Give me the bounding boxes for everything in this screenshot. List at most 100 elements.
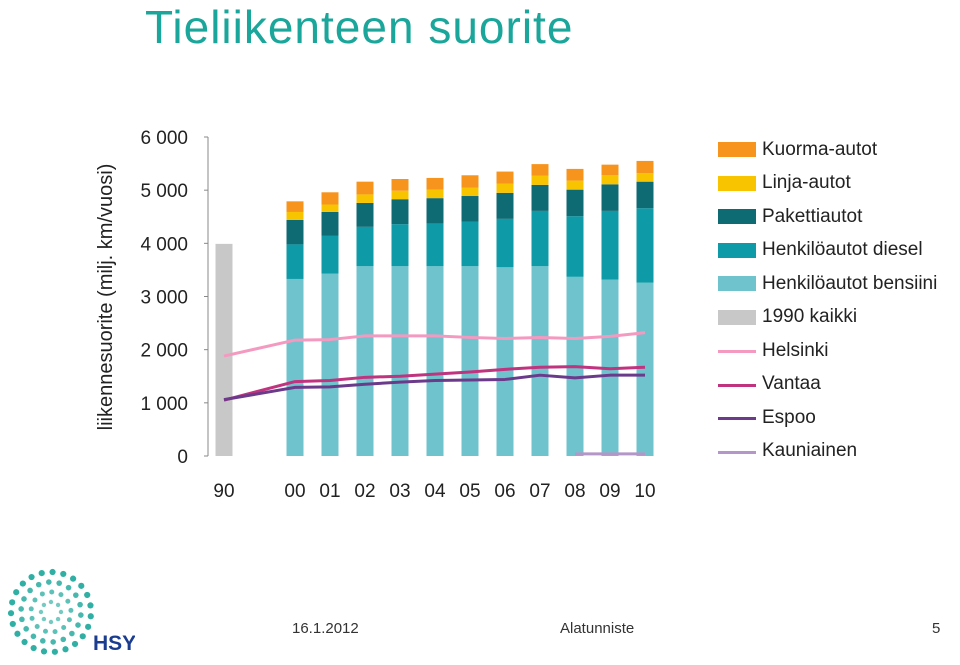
bar-segment: [286, 201, 304, 212]
x-tick-label: 04: [424, 481, 446, 502]
bar-segment: [636, 208, 654, 283]
bar-segment: [321, 235, 339, 274]
legend-label: Espoo: [762, 406, 816, 428]
bar-segment: [356, 202, 374, 227]
bar-segment: [356, 226, 374, 267]
bar-segment: [566, 189, 584, 217]
bar-segment: [321, 211, 339, 236]
legend-swatch: [718, 209, 756, 225]
x-tick-label: 05: [459, 481, 480, 502]
bar-segment: [566, 168, 584, 181]
legend-label: Pakettiautot: [762, 205, 863, 227]
bar-segment: [426, 177, 444, 190]
y-tick-label: 3 000: [140, 288, 188, 309]
bar-segment: [636, 282, 654, 456]
legend-label: Henkilöautot diesel: [762, 239, 923, 261]
legend-swatch: [718, 383, 756, 387]
series-line: [223, 331, 646, 358]
x-tick-label: 01: [319, 481, 340, 502]
legend-item: Pakettiautot: [718, 200, 937, 234]
legend-swatch: [718, 175, 756, 191]
x-tick-label: 07: [529, 481, 550, 502]
bar-segment: [461, 221, 479, 267]
bar-segment: [286, 219, 304, 245]
bar-segment: [426, 189, 444, 199]
bar-segment: [356, 194, 374, 203]
legend-item: Kauniainen: [718, 435, 937, 469]
legend-item: Henkilöautot diesel: [718, 234, 937, 268]
x-tick-label: 06: [494, 481, 515, 502]
bar-segment: [531, 210, 549, 267]
bar-segment: [601, 175, 619, 185]
y-tick-label: 1 000: [140, 394, 188, 415]
x-tick-label: 08: [564, 481, 585, 502]
bar-segment: [391, 199, 409, 225]
bar-segment: [391, 179, 409, 191]
series-line: [223, 365, 646, 402]
legend-item: Helsinki: [718, 334, 937, 368]
bar-segment: [531, 164, 549, 176]
bar-segment: [496, 183, 514, 193]
bar-segment: [496, 267, 514, 456]
legend-swatch: [718, 417, 756, 421]
legend-swatch: [718, 309, 756, 325]
legend-item: Henkilöautot bensiini: [718, 267, 937, 301]
bar-segment: [601, 210, 619, 280]
legend-label: Henkilöautot bensiini: [762, 272, 938, 294]
y-axis-label: liikennesuorite (milj. km/vuosi): [95, 164, 117, 431]
legend-label: Helsinki: [762, 339, 829, 361]
bar-segment: [321, 192, 339, 205]
legend-item: 1990 kaikki: [718, 301, 937, 335]
chart-legend: Kuorma-autot Linja-autot Pakettiautot Henki…: [718, 133, 937, 468]
bar-segment: [391, 224, 409, 267]
bar-segment: [461, 175, 479, 188]
bar-segment: [426, 223, 444, 267]
footer-center: Alatunniste: [560, 620, 635, 637]
bar-segment: [531, 266, 549, 456]
bar-segment: [531, 175, 549, 185]
y-tick-label: 0: [177, 447, 188, 468]
bar-segment: [286, 244, 304, 279]
bar-segment: [566, 216, 584, 277]
bar-segment: [215, 243, 233, 456]
y-tick-label: 4 000: [140, 234, 188, 255]
legend-label: Kauniainen: [762, 440, 858, 462]
legend-swatch: [718, 450, 756, 454]
footer-page-number: 5: [932, 620, 941, 637]
legend-item: Kuorma-autot: [718, 133, 937, 167]
bar-segment: [566, 180, 584, 190]
bar-segment: [391, 266, 409, 456]
bar-segment: [461, 196, 479, 222]
bar-segment: [496, 218, 514, 268]
y-tick-label: 6 000: [140, 128, 188, 149]
bar-segment: [426, 266, 444, 456]
x-tick-label: 10: [634, 481, 655, 502]
bar-segment: [496, 192, 514, 219]
bar-segment: [286, 211, 304, 220]
bar-segment: [636, 160, 654, 174]
bar-segment: [356, 181, 374, 195]
hsy-logo: HSY: [5, 568, 136, 665]
bar-segment: [356, 266, 374, 456]
x-tick-label: 00: [284, 481, 305, 502]
bar-segment: [391, 190, 409, 200]
bar-segment: [496, 171, 514, 184]
bar-segment: [636, 173, 654, 182]
legend-swatch: [718, 350, 756, 354]
bar-segment: [461, 187, 479, 197]
y-tick-label: 5 000: [140, 181, 188, 202]
x-tick-label: 03: [389, 481, 410, 502]
legend-swatch: [718, 242, 756, 258]
legend-item: Linja-autot: [718, 167, 937, 201]
svg-text:HSY: HSY: [93, 632, 135, 655]
x-tick-label: 02: [354, 481, 375, 502]
legend-item: Vantaa: [718, 368, 937, 402]
slide-title: Tieliikenteen suorite: [145, 1, 574, 53]
legend-swatch: [718, 142, 756, 158]
legend-item: Espoo: [718, 401, 937, 435]
legend-label: Vantaa: [762, 373, 821, 395]
y-tick-label: 2 000: [140, 341, 188, 362]
legend-swatch: [718, 276, 756, 292]
bar-segment: [321, 273, 339, 456]
